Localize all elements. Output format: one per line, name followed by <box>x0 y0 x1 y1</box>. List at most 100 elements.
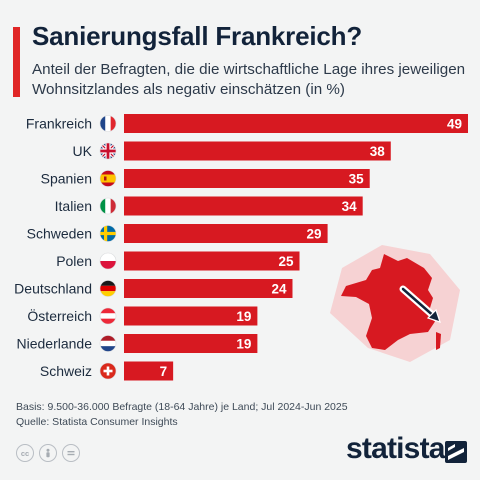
no-derivatives-icon <box>62 444 80 462</box>
sweden-flag-icon <box>100 225 116 242</box>
cc-icon: cc <box>16 444 34 462</box>
bar-row: Österreich 19 <box>27 306 258 326</box>
bar-row: Schweden 29 <box>27 224 328 243</box>
license-icons: cc <box>16 444 80 462</box>
flag-red-top <box>100 308 116 314</box>
flag-white <box>100 340 116 347</box>
flag-red <box>110 115 116 132</box>
flag-red <box>100 335 116 341</box>
switzerland-flag-icon <box>100 363 116 379</box>
title-accent-bar <box>13 27 20 97</box>
bar-value-label: 7 <box>160 364 168 379</box>
bar-value-label: 19 <box>236 309 251 324</box>
germany-flag-icon <box>100 280 116 297</box>
category-label: Schweden <box>27 226 92 242</box>
bar-row: Niederlande 19 <box>17 334 258 353</box>
bar-row: Schweiz 7 <box>40 361 174 381</box>
statista-logo-mark-icon <box>445 441 467 463</box>
austria-flag-icon <box>100 308 116 324</box>
flag-red <box>110 198 116 214</box>
bar-value-label: 34 <box>342 199 358 214</box>
bar <box>124 361 174 381</box>
flag-white <box>100 253 116 261</box>
bar <box>124 224 328 243</box>
bar <box>124 306 258 326</box>
chart-subtitle: Anteil der Befragten, die die wirtschaft… <box>32 61 466 98</box>
bar-row: UK 38 <box>73 141 391 161</box>
attribution-icon <box>39 444 57 462</box>
bar-value-label: 24 <box>271 282 287 297</box>
bar-row: Spanien 35 <box>41 169 370 188</box>
flag-outline <box>99 335 117 352</box>
uk-flag-icon <box>100 143 116 159</box>
flag-outline <box>99 115 117 132</box>
category-label: Schweiz <box>40 363 92 379</box>
poland-flag-icon <box>100 253 116 269</box>
category-label: Spanien <box>41 171 92 187</box>
category-label: Niederlande <box>17 336 93 352</box>
flag-white <box>105 115 111 132</box>
bar-value-label: 29 <box>307 227 322 242</box>
flag-cross-h <box>100 231 116 236</box>
bar <box>124 196 363 216</box>
bar <box>124 251 300 271</box>
netherlands-flag-icon <box>100 335 116 352</box>
flag-outline <box>99 307 117 325</box>
flag-red <box>100 285 116 292</box>
category-label: UK <box>73 143 93 159</box>
france-flag-icon <box>100 115 116 132</box>
flag-outline <box>99 362 117 380</box>
arrow-shaft <box>401 287 438 320</box>
source-note: Quelle: Statista Consumer Insights <box>16 416 178 428</box>
flag-gold <box>100 291 116 297</box>
category-label: Italien <box>55 198 92 214</box>
statista-logo[interactable]: statista <box>346 432 445 465</box>
category-label: Polen <box>56 253 92 269</box>
flag-outline <box>99 252 117 270</box>
bar <box>124 334 258 353</box>
flag-blue <box>100 115 106 132</box>
flag-red-bottom <box>100 318 116 324</box>
flag-white <box>100 313 116 319</box>
bar <box>124 169 370 188</box>
italy-flag-icon <box>100 198 116 214</box>
chart-title: Sanierungsfall Frankreich? <box>32 21 363 51</box>
bar-value-label: 35 <box>349 172 365 187</box>
flag-outline <box>99 170 117 187</box>
bar-row: Frankreich 49 <box>26 114 468 133</box>
category-label: Österreich <box>27 307 92 324</box>
bar-chart-svg: Frankreich 49 UK 38 Spanien 35 Italien 34 Schwed… <box>14 114 468 381</box>
bar-row: Polen 25 <box>56 251 300 271</box>
flag-black <box>100 280 116 286</box>
bar <box>124 279 293 298</box>
bar <box>124 114 468 133</box>
bar-value-label: 19 <box>236 337 251 352</box>
category-label: Frankreich <box>26 116 92 132</box>
bar-row: Deutschland 24 <box>14 279 293 298</box>
france-map-decoration <box>330 245 460 362</box>
flag-green <box>100 198 106 214</box>
corsica-shape <box>436 332 441 350</box>
flag-cross-h <box>103 369 113 373</box>
flag-yellow <box>100 174 116 183</box>
bar-value-label: 25 <box>278 254 294 269</box>
category-label: Deutschland <box>14 281 92 297</box>
arrow-head <box>426 308 441 323</box>
flag-outline <box>99 142 117 160</box>
bar <box>124 141 391 161</box>
basis-note: Basis: 9.500-36.000 Befragte (18-64 Jahr… <box>16 401 348 413</box>
flag-blue <box>100 346 116 352</box>
flag-outline <box>99 197 117 215</box>
bar-chart: Frankreich 49 UK 38 Spanien 35 Italien 34 Schwed… <box>0 108 480 396</box>
bar-value-label: 49 <box>447 117 462 132</box>
france-map-shape <box>341 254 436 350</box>
flag-outline <box>99 225 117 242</box>
flag-red <box>100 261 116 269</box>
flag-outline <box>99 280 117 297</box>
spain-flag-icon <box>100 170 116 187</box>
bar-value-label: 38 <box>370 144 386 159</box>
bar-row: Italien 34 <box>55 196 363 216</box>
flag-cross-red-h <box>100 149 116 153</box>
flag-white <box>105 198 111 214</box>
flag-emblem <box>104 176 107 181</box>
